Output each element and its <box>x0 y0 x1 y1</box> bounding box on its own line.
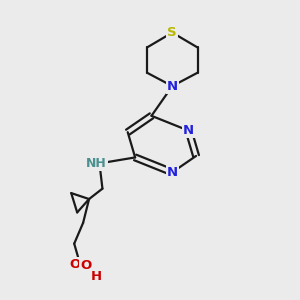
Text: NH: NH <box>86 157 107 170</box>
Text: OH: OH <box>69 258 91 271</box>
Text: H: H <box>91 270 102 283</box>
Text: O: O <box>80 260 92 272</box>
Text: N: N <box>167 166 178 179</box>
Text: N: N <box>167 80 178 93</box>
Text: S: S <box>167 26 177 39</box>
Text: N: N <box>183 124 194 137</box>
